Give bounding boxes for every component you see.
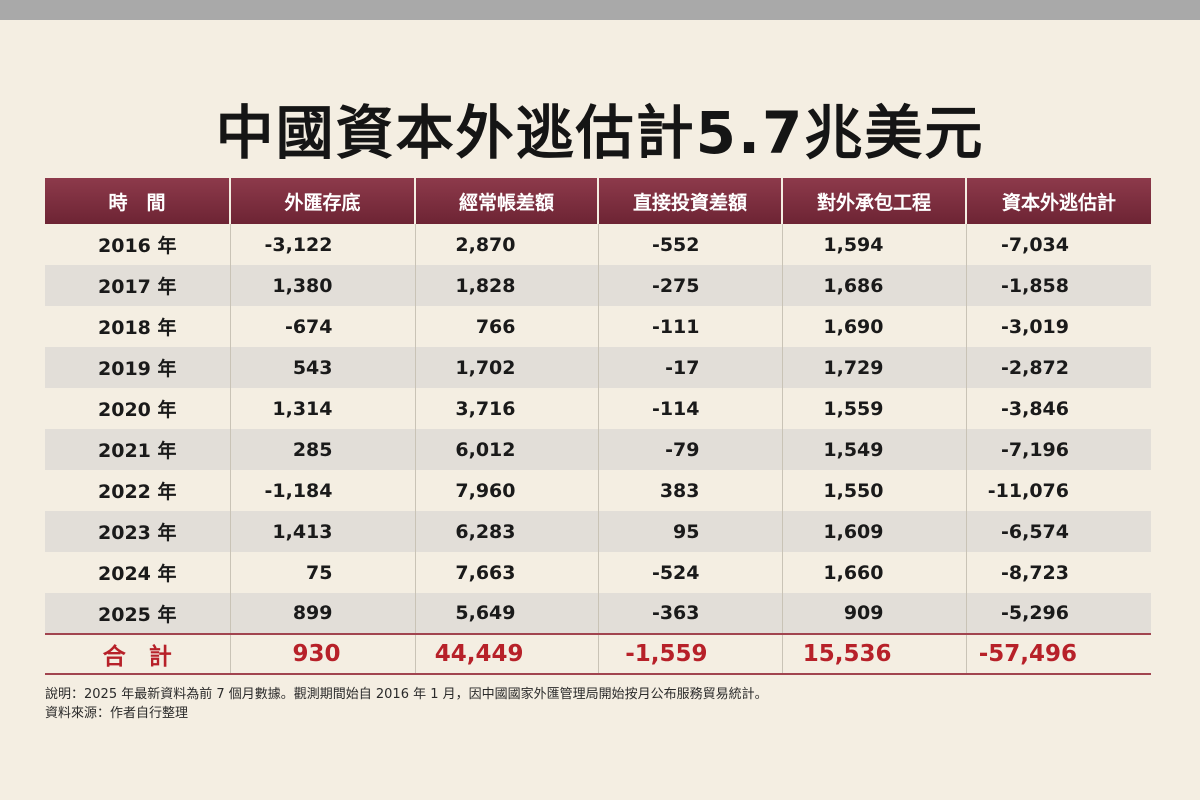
cell-fx-reserves: 1,314 [229,388,415,429]
table-row: 2019 年 543 1,702 -17 1,729 -2,872 [45,347,1151,388]
cell-fx-reserves: 285 [229,429,415,470]
cell-year: 2023 年 [45,511,230,552]
header-fx-reserves: 外匯存底 [229,178,415,224]
header-period: 時 間 [45,178,230,224]
cell-capital-flight: -7,196 [965,429,1151,470]
cell-fx-reserves: 1,380 [229,265,415,306]
header-current-account: 經常帳差額 [414,178,598,224]
cell-fx-reserves: 75 [229,552,415,593]
total-current-account: 44,449 [414,633,598,675]
cell-current-account: 1,702 [414,347,598,388]
table-row: 2017 年 1,380 1,828 -275 1,686 -1,858 [45,265,1151,306]
cell-year: 2024 年 [45,552,230,593]
cell-fx-reserves: -3,122 [229,224,415,265]
table-row: 2024 年 75 7,663 -524 1,660 -8,723 [45,552,1151,593]
cell-fx-reserves: -1,184 [229,470,415,511]
cell-capital-flight: -6,574 [965,511,1151,552]
footnote-source: 資料來源：作者自行整理 [45,706,189,721]
cell-overseas-contracting: 909 [781,593,966,634]
total-fx-reserves: 930 [229,633,415,675]
cell-capital-flight: -2,872 [965,347,1151,388]
cell-direct-investment: -275 [597,265,782,306]
total-label: 合 計 [45,633,230,675]
cell-direct-investment: 95 [597,511,782,552]
cell-fx-reserves: 1,413 [229,511,415,552]
cell-fx-reserves: 543 [229,347,415,388]
cell-overseas-contracting: 1,549 [781,429,966,470]
cell-capital-flight: -11,076 [965,470,1151,511]
cell-overseas-contracting: 1,690 [781,306,966,347]
cell-direct-investment: -552 [597,224,782,265]
cell-year: 2019 年 [45,347,230,388]
cell-year: 2017 年 [45,265,230,306]
cell-capital-flight: -7,034 [965,224,1151,265]
table-total-row: 合 計 930 44,449 -1,559 15,536 -57,496 [45,633,1151,675]
cell-current-account: 5,649 [414,593,598,634]
cell-capital-flight: -5,296 [965,593,1151,634]
cell-direct-investment: 383 [597,470,782,511]
cell-capital-flight: -3,846 [965,388,1151,429]
cell-overseas-contracting: 1,550 [781,470,966,511]
total-overseas-contracting: 15,536 [781,633,966,675]
table-row: 2025 年 899 5,649 -363 909 -5,296 [45,593,1151,634]
cell-overseas-contracting: 1,609 [781,511,966,552]
cell-direct-investment: -363 [597,593,782,634]
cell-capital-flight: -8,723 [965,552,1151,593]
cell-current-account: 2,870 [414,224,598,265]
cell-year: 2020 年 [45,388,230,429]
table-row: 2022 年 -1,184 7,960 383 1,550 -11,076 [45,470,1151,511]
cell-overseas-contracting: 1,686 [781,265,966,306]
table-row: 2021 年 285 6,012 -79 1,549 -7,196 [45,429,1151,470]
cell-year: 2025 年 [45,593,230,634]
cell-overseas-contracting: 1,660 [781,552,966,593]
cell-direct-investment: -79 [597,429,782,470]
cell-year: 2022 年 [45,470,230,511]
table-row: 2018 年 -674 766 -111 1,690 -3,019 [45,306,1151,347]
cell-overseas-contracting: 1,559 [781,388,966,429]
total-capital-flight: -57,496 [965,633,1151,675]
data-table-container: 時 間 外匯存底 經常帳差額 直接投資差額 對外承包工程 資本外逃估計 2016… [45,178,1151,675]
cell-fx-reserves: 899 [229,593,415,634]
cell-year: 2021 年 [45,429,230,470]
cell-current-account: 6,012 [414,429,598,470]
cell-current-account: 6,283 [414,511,598,552]
cell-current-account: 7,663 [414,552,598,593]
cell-current-account: 3,716 [414,388,598,429]
cell-current-account: 1,828 [414,265,598,306]
cell-direct-investment: -524 [597,552,782,593]
footnote-explanation: 說明：2025 年最新資料為前 7 個月數據。觀測期間始自 2016 年 1 月… [45,687,768,702]
table-header-row: 時 間 外匯存底 經常帳差額 直接投資差額 對外承包工程 資本外逃估計 [45,178,1151,224]
cell-overseas-contracting: 1,594 [781,224,966,265]
table-row: 2020 年 1,314 3,716 -114 1,559 -3,846 [45,388,1151,429]
cell-current-account: 7,960 [414,470,598,511]
cell-direct-investment: -17 [597,347,782,388]
total-direct-investment: -1,559 [597,633,782,675]
cell-year: 2016 年 [45,224,230,265]
cell-year: 2018 年 [45,306,230,347]
table-row: 2016 年 -3,122 2,870 -552 1,594 -7,034 [45,224,1151,265]
table-row: 2023 年 1,413 6,283 95 1,609 -6,574 [45,511,1151,552]
capital-flight-table: 時 間 外匯存底 經常帳差額 直接投資差額 對外承包工程 資本外逃估計 2016… [45,178,1151,675]
cell-capital-flight: -1,858 [965,265,1151,306]
cell-direct-investment: -114 [597,388,782,429]
cell-fx-reserves: -674 [229,306,415,347]
header-overseas-contracting: 對外承包工程 [781,178,966,224]
header-capital-flight-estimate: 資本外逃估計 [965,178,1151,224]
page-title: 中國資本外逃估計5.7兆美元 [215,99,985,167]
cell-current-account: 766 [414,306,598,347]
cell-direct-investment: -111 [597,306,782,347]
footnotes: 說明：2025 年最新資料為前 7 個月數據。觀測期間始自 2016 年 1 月… [45,685,768,723]
cell-capital-flight: -3,019 [965,306,1151,347]
header-direct-investment: 直接投資差額 [597,178,782,224]
cell-overseas-contracting: 1,729 [781,347,966,388]
top-bar [0,0,1200,20]
